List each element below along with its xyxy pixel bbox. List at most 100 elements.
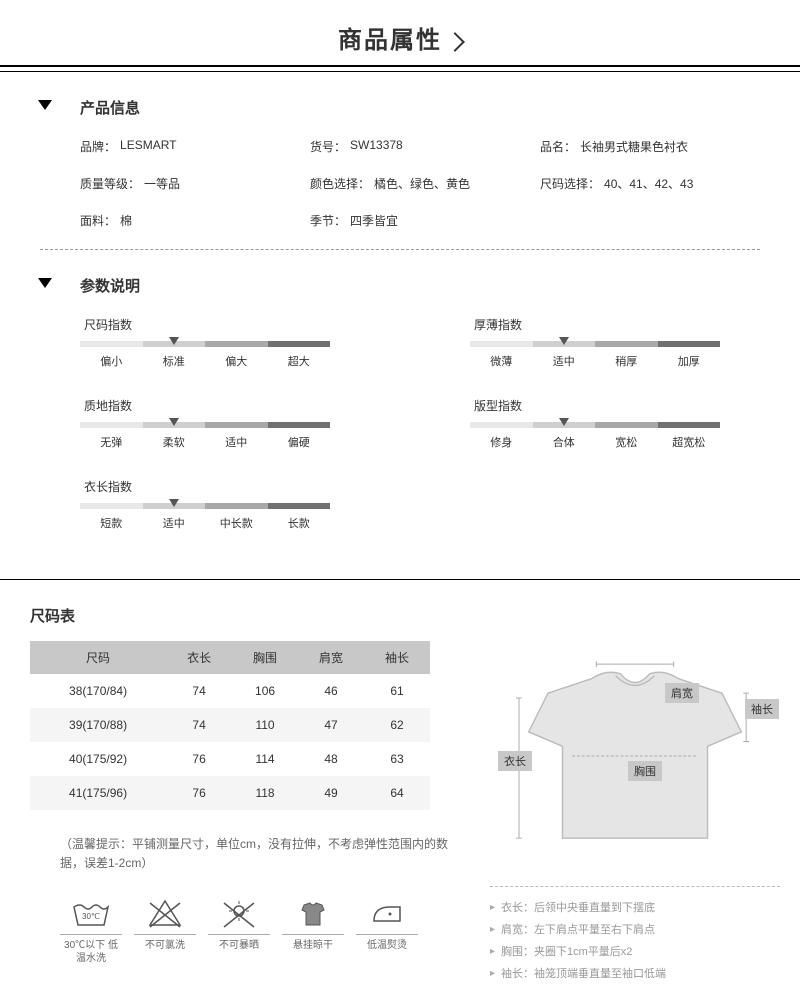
info-value: LESMART (120, 138, 176, 155)
table-cell: 38(170/84) (30, 674, 166, 708)
table-cell: 41(175/96) (30, 776, 166, 810)
table-row: 39(170/88)741104762 (30, 708, 430, 742)
tshirt-icon (490, 641, 780, 871)
info-item: 品名：长袖男式糖果色衬衣 (540, 138, 760, 155)
tag-shoulder: 肩宽 (665, 683, 699, 703)
param-block: 衣长指数短款适中中长款长款 (80, 478, 330, 531)
divider (0, 579, 800, 580)
size-table: 尺码衣长胸围肩宽袖长38(170/84)74106466139(170/88)7… (30, 641, 430, 810)
tag-chest: 胸围 (628, 761, 662, 781)
table-cell: 39(170/88) (30, 708, 166, 742)
info-label: 货号： (310, 138, 346, 155)
product-info-grid: 品牌：LESMART 货号：SW13378 品名：长袖男式糖果色衬衣质量等级：一等品… (80, 138, 760, 229)
table-cell: 49 (298, 776, 364, 810)
scale-label: 宽松 (595, 434, 658, 450)
divider (0, 65, 800, 67)
table-header: 肩宽 (298, 641, 364, 674)
size-table-title: 尺码表 (30, 605, 800, 626)
table-cell: 76 (166, 742, 232, 776)
scale-label: 偏大 (205, 353, 268, 369)
scale-label: 超大 (268, 353, 331, 369)
measure-legend: 衣长：后领中央垂直量到下摆底肩宽：左下肩点平量至右下肩点胸围：夹圈下1cm平量后… (490, 886, 780, 981)
table-cell: 46 (298, 674, 364, 708)
care-label: 不可暴晒 (208, 939, 270, 952)
product-info-title: 产品信息 (80, 97, 760, 118)
params-title: 参数说明 (80, 275, 760, 296)
param-name: 版型指数 (470, 397, 720, 414)
scale-label: 偏小 (80, 353, 143, 369)
section-marker-icon (38, 278, 52, 288)
param-name: 厚薄指数 (470, 316, 720, 333)
tag-sleeve: 袖长 (745, 699, 779, 719)
info-value: 一等品 (144, 175, 180, 192)
param-name: 尺码指数 (80, 316, 330, 333)
scale-label: 加厚 (658, 353, 721, 369)
params-container: 尺码指数偏小标准偏大超大厚薄指数微薄适中稍厚加厚质地指数无弹柔软适中偏硬版型指数… (80, 316, 760, 559)
care-icon: 30℃ (60, 893, 122, 935)
table-row: 40(175/92)761144863 (30, 742, 430, 776)
table-cell: 74 (166, 674, 232, 708)
size-row: 尺码衣长胸围肩宽袖长38(170/84)74106466139(170/88)7… (0, 641, 800, 987)
table-cell: 40(175/92) (30, 742, 166, 776)
scale-label: 适中 (143, 515, 206, 531)
info-item: 货号：SW13378 (310, 138, 530, 155)
care-label: 不可氯洗 (134, 939, 196, 952)
params-section: 参数说明 尺码指数偏小标准偏大超大厚薄指数微薄适中稍厚加厚质地指数无弹柔软适中偏… (0, 250, 800, 579)
scale-label: 稍厚 (595, 353, 658, 369)
shirt-diagram: 衣长 肩宽 袖长 胸围 衣长：后领中央垂直量到下摆底肩宽：左下肩点平量至右下肩点… (490, 641, 780, 987)
info-item: 质量等级：一等品 (80, 175, 300, 192)
table-cell: 62 (364, 708, 430, 742)
svg-text:30℃: 30℃ (82, 912, 100, 921)
care-row: 30℃30℃以下 低温水洗不可氯洗不可暴晒悬挂晾干低温熨烫 (60, 893, 460, 965)
scale-label: 无弹 (80, 434, 143, 450)
scale-label: 柔软 (143, 434, 206, 450)
info-value: 40、41、42、43 (604, 175, 693, 192)
table-cell: 118 (232, 776, 298, 810)
param-block: 质地指数无弹柔软适中偏硬 (80, 397, 330, 450)
scale-label: 长款 (268, 515, 331, 531)
info-label: 品牌： (80, 138, 116, 155)
info-label: 季节： (310, 212, 346, 229)
param-name: 衣长指数 (80, 478, 330, 495)
info-item: 品牌：LESMART (80, 138, 300, 155)
care-item: 不可暴晒 (208, 893, 270, 965)
care-item: 低温熨烫 (356, 893, 418, 965)
scale-label: 超宽松 (658, 434, 721, 450)
info-label: 尺码选择： (540, 175, 600, 192)
table-row: 38(170/84)741064661 (30, 674, 430, 708)
info-item: 面料：棉 (80, 212, 300, 229)
care-label: 30℃以下 低温水洗 (60, 939, 122, 965)
scale-pointer-icon (559, 418, 569, 426)
param-block: 厚薄指数微薄适中稍厚加厚 (470, 316, 720, 369)
section-marker-icon (38, 100, 52, 110)
size-tip: （温馨提示：平铺测量尺寸，单位cm，没有拉伸，不考虑弹性范围内的数据，误差1-2… (60, 835, 460, 873)
table-cell: 106 (232, 674, 298, 708)
table-header: 尺码 (30, 641, 166, 674)
table-header: 袖长 (364, 641, 430, 674)
info-value: 橘色、绿色、黄色 (374, 175, 470, 192)
legend-item: 肩宽：左下肩点平量至右下肩点 (490, 921, 780, 937)
scale-label: 适中 (205, 434, 268, 450)
table-cell: 76 (166, 776, 232, 810)
table-cell: 114 (232, 742, 298, 776)
table-row: 41(175/96)761184964 (30, 776, 430, 810)
care-icon (208, 893, 270, 935)
info-value: SW13378 (350, 138, 403, 155)
legend-item: 衣长：后领中央垂直量到下摆底 (490, 899, 780, 915)
table-cell: 63 (364, 742, 430, 776)
scale-label: 标准 (143, 353, 206, 369)
param-block: 尺码指数偏小标准偏大超大 (80, 316, 330, 369)
info-label: 颜色选择： (310, 175, 370, 192)
scale-label: 短款 (80, 515, 143, 531)
care-icon (134, 893, 196, 935)
table-cell: 47 (298, 708, 364, 742)
param-name: 质地指数 (80, 397, 330, 414)
info-label: 品名： (540, 138, 576, 155)
care-icon (356, 893, 418, 935)
tag-length: 衣长 (498, 751, 532, 771)
scale-label: 微薄 (470, 353, 533, 369)
table-cell: 61 (364, 674, 430, 708)
table-header: 胸围 (232, 641, 298, 674)
scale-label: 适中 (533, 353, 596, 369)
scale-pointer-icon (169, 337, 179, 345)
